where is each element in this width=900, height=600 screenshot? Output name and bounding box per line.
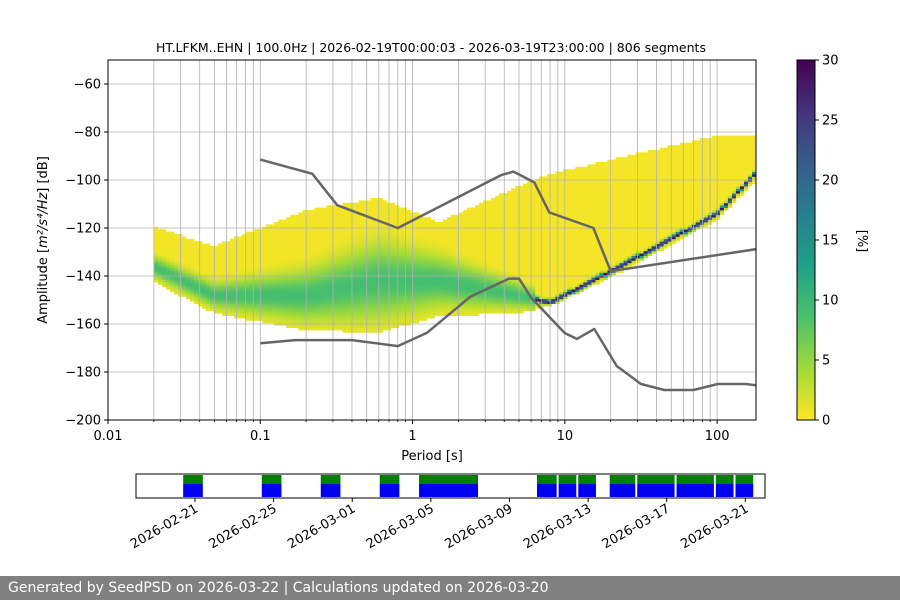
x-tick-label: 10 [557, 429, 574, 444]
x-axis-ticks: 0.01 0.1 1 10 100 [94, 420, 730, 444]
noise-model-nlnm [260, 277, 756, 392]
y-axis-ticks: −60 −80 −100 −120 −140 −160 −180 −200 [65, 78, 108, 429]
data-segment [379, 484, 400, 497]
processed-segment [536, 475, 557, 484]
processed-segment [578, 475, 596, 484]
colorbar-label: [%] [854, 230, 869, 253]
data-segment [637, 484, 675, 497]
x-tick-label: 0.01 [94, 429, 123, 444]
y-tick-label: −180 [65, 366, 101, 381]
psd-histogram [153, 135, 757, 333]
date-tick-label: 2026-03-17 [600, 501, 673, 552]
data-segment [715, 484, 734, 497]
data-segment [320, 484, 341, 497]
date-tick-label: 2026-03-09 [443, 501, 516, 552]
availability-date-ticks: 2026-02-21 2026-02-25 2026-03-01 2026-03-05… [128, 498, 751, 552]
data-segment [261, 484, 282, 497]
y-tick-label: −200 [65, 414, 101, 429]
processed-segment [183, 475, 203, 484]
processed-segment [261, 475, 282, 484]
colorbar-tick-label: 0 [822, 414, 830, 429]
data-segment [609, 484, 636, 497]
footer: Generated by SeedPSD on 2026-03-22 | Cal… [0, 576, 900, 600]
y-tick-label: −60 [74, 78, 101, 93]
processed-segment [379, 475, 400, 484]
y-tick-label: −140 [65, 270, 101, 285]
date-tick-label: 2026-02-21 [128, 501, 201, 552]
data-segment [676, 484, 714, 497]
data-segment [558, 484, 577, 497]
date-tick-label: 2026-03-13 [521, 501, 594, 552]
noise-model-nhnm [259, 158, 756, 273]
y-tick-label: −80 [74, 126, 101, 141]
x-axis-label: Period [s] [401, 449, 463, 464]
processed-segment [558, 475, 577, 484]
date-tick-label: 2026-03-01 [285, 501, 358, 552]
data-segment [536, 484, 557, 497]
y-tick-label: −120 [65, 222, 101, 237]
y-tick-label: −160 [65, 318, 101, 333]
date-tick-label: 2026-03-21 [678, 501, 751, 552]
x-tick-label: 1 [408, 429, 416, 444]
psd-plot: 0.01 0.1 1 10 100 −60 −80 −100 −120 −140 −160 −180… [65, 59, 757, 444]
processed-segment [637, 475, 675, 484]
date-tick-label: 2026-02-25 [207, 501, 280, 552]
data-segment [183, 484, 203, 497]
footer-text: Generated by SeedPSD on 2026-03-22 | Cal… [8, 580, 549, 596]
processed-segment [609, 475, 636, 484]
colorbar-tick-label: 30 [822, 54, 839, 69]
y-tick-label: −100 [65, 174, 101, 189]
colorbar-ticks: 0 5 10 15 20 25 30 [815, 54, 839, 429]
data-segment [578, 484, 596, 497]
plot-frame [107, 59, 757, 421]
colorbar-tick-label: 5 [822, 354, 830, 369]
colorbar-tick-label: 10 [822, 294, 839, 309]
colorbar-tick-label: 25 [822, 114, 839, 129]
processed-segment [320, 475, 341, 484]
colorbar-tick-label: 20 [822, 174, 839, 189]
colorbar: 0 5 10 15 20 25 30 [%] [796, 54, 869, 429]
chart-title: HT.LFKM..EHN | 100.0Hz | 2026-02-19T00:0… [156, 40, 706, 55]
noise-models [259, 158, 756, 392]
date-tick-label: 2026-03-05 [364, 501, 437, 552]
processed-segment [419, 475, 479, 484]
colorbar-gradient [796, 59, 816, 421]
processed-segment [676, 475, 714, 484]
colorbar-tick-label: 15 [822, 234, 839, 249]
x-tick-label: 100 [705, 429, 730, 444]
processed-segment [715, 475, 734, 484]
processed-segment [735, 475, 754, 484]
data-segment [419, 484, 479, 497]
data-segment [735, 484, 754, 497]
availability-segments [183, 475, 754, 497]
data-availability-bar: 2026-02-21 2026-02-25 2026-03-01 2026-03-05… [128, 473, 766, 552]
x-tick-label: 0.1 [250, 429, 271, 444]
y-axis-label: Amplitude [m²/s⁴/Hz] [dB] [36, 156, 51, 324]
